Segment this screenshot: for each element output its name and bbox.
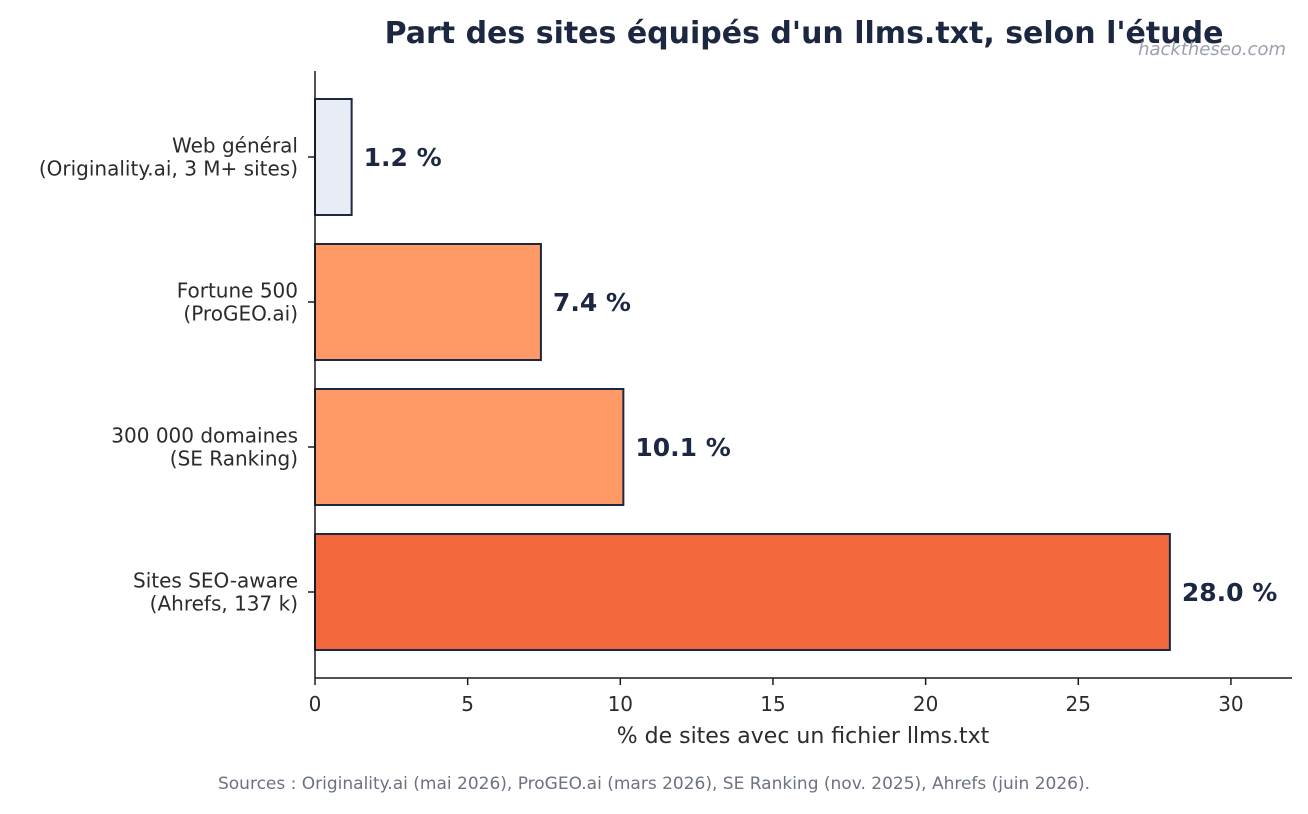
x-tick-label-0: 0	[309, 692, 322, 716]
category-label-1: Web général (Originality.ai, 3 M+ sites)	[39, 134, 298, 181]
value-labels-layer: 1.2 % 7.4 % 10.1 % 28.0 %	[364, 143, 1278, 607]
bar-value-label-3: 10.1 %	[635, 433, 730, 462]
bar-3	[314, 388, 625, 506]
bars-layer	[314, 98, 1171, 651]
x-axis: 0 5 10 15 20 25 30	[309, 677, 1292, 716]
category-label-4: Sites SEO-aware (Ahrefs, 137 k)	[133, 569, 298, 616]
bar-4	[314, 533, 1171, 651]
x-tick-label-25: 25	[1066, 692, 1091, 716]
watermark: hacktheseo.com	[1138, 39, 1286, 60]
x-tick-label-30: 30	[1218, 692, 1243, 716]
source-note: Sources : Originality.ai (mai 2026), Pro…	[218, 774, 1090, 794]
x-tick-label-10: 10	[608, 692, 633, 716]
x-tick-label-20: 20	[913, 692, 938, 716]
bar-value-label-4: 28.0 %	[1182, 578, 1277, 607]
x-tick-label-5: 5	[461, 692, 474, 716]
bar-value-label-1: 1.2 %	[364, 143, 442, 172]
category-label-2: Fortune 500 (ProGEO.ai)	[177, 279, 298, 326]
x-axis-label: % de sites avec un fichier llms.txt	[617, 724, 990, 749]
y-axis: Web général (Originality.ai, 3 M+ sites) F…	[39, 71, 316, 678]
x-tick-label-15: 15	[760, 692, 785, 716]
category-label-3: 300 000 domaines (SE Ranking)	[111, 424, 298, 471]
chart-title: Part des sites équipés d'un llms.txt, se…	[385, 16, 1224, 51]
bar-value-label-2: 7.4 %	[553, 288, 631, 317]
bar-2	[314, 243, 542, 361]
bar-1	[314, 98, 353, 216]
